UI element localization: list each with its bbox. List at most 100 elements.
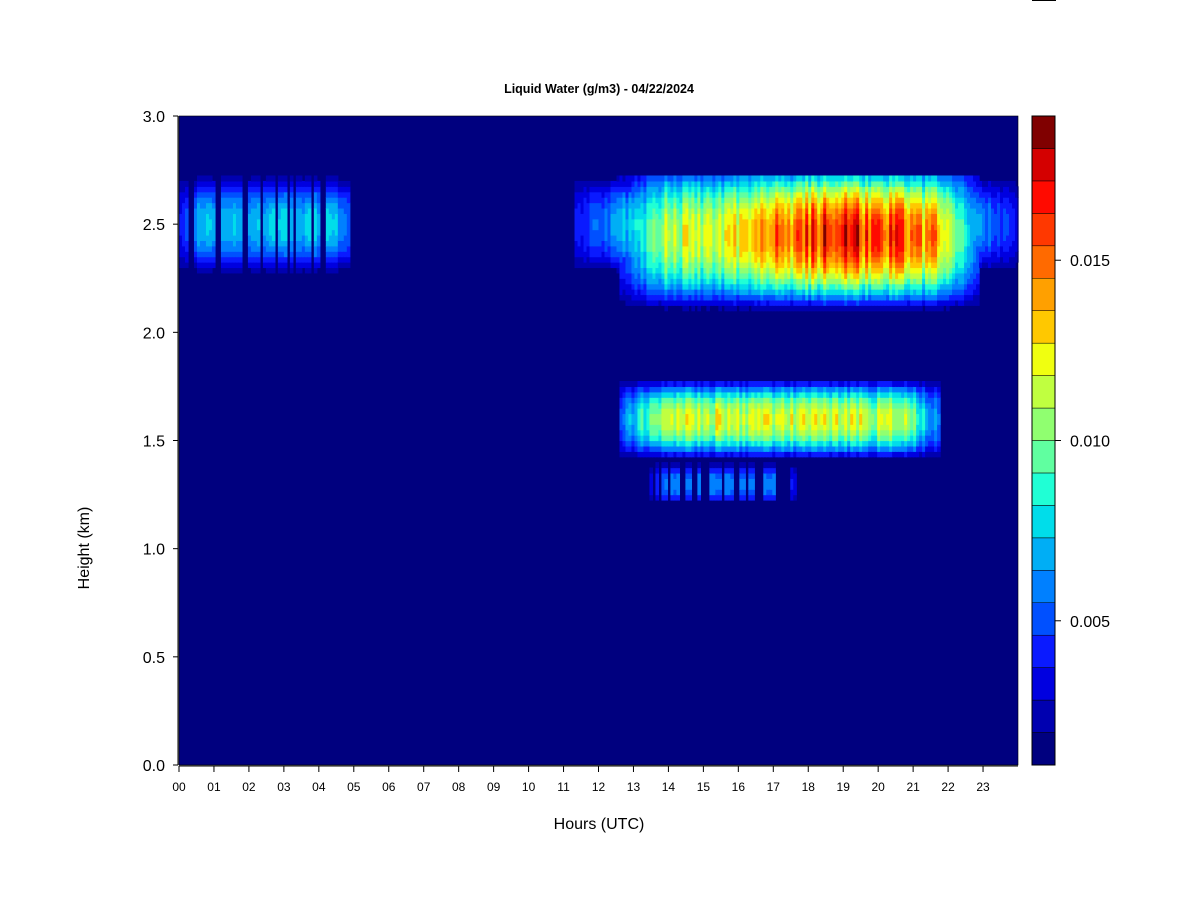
heatmap-cell [901,180,905,187]
heatmap-cell [667,381,672,388]
heatmap-cell [799,207,803,220]
heatmap-cell [889,445,893,452]
heatmap-cell [844,391,848,398]
heatmap-cell [208,267,213,274]
heatmap-cell [649,294,654,301]
heatmap-cell [940,283,944,290]
heatmap-cell [1015,186,1019,198]
heatmap-cell [817,245,821,258]
heatmap-cell [727,386,731,393]
heatmap-cell [706,381,710,388]
heatmap-cell [718,489,722,496]
heatmap-cell [664,408,669,431]
heatmap-cell [727,191,731,198]
colorbar-segment [1031,245,1056,279]
heatmap-cell [289,186,294,193]
heatmap-cell [664,213,669,258]
y-tick-label: 1.0 [143,542,165,559]
heatmap-cell [865,451,869,458]
heatmap-cell [619,262,624,279]
heatmap-cell [982,251,986,258]
heatmap-cell [886,197,890,204]
heatmap-cell [769,202,773,214]
heatmap-cell [745,202,749,209]
heatmap-cell [247,262,252,269]
heatmap-cell [829,397,833,404]
heatmap-cell [742,175,746,182]
heatmap-cell [718,494,722,501]
heatmap-cell [967,283,971,296]
heatmap-cell [694,283,698,290]
heatmap-cell [736,429,740,436]
heatmap-cell [889,224,893,247]
heatmap-cell [841,413,845,425]
heatmap-cell [913,202,917,214]
x-tick-label: 06 [382,780,396,794]
heatmap-cell [823,180,827,187]
heatmap-cell [643,278,648,285]
heatmap-cell [796,197,800,204]
heatmap-cell [919,440,923,447]
heatmap-cell [262,245,267,258]
heatmap-cell [247,256,252,263]
heatmap-cell [655,256,660,269]
heatmap-cell [811,381,815,388]
heatmap-cell [967,175,971,187]
heatmap-cell [211,207,216,241]
heatmap-cell [889,402,893,409]
heatmap-cell [874,197,878,204]
heatmap-cell [868,197,872,204]
heatmap-cell [643,175,648,187]
heatmap-cell [712,435,716,442]
heatmap-cell [913,381,917,388]
heatmap-cell [343,262,348,269]
heatmap-cell [235,262,240,269]
heatmap-cell [337,207,342,241]
heatmap-cell [910,262,914,269]
heatmap-cell [844,207,848,214]
colorbar-segment [1031,375,1056,409]
heatmap-cell [625,229,630,252]
heatmap-cell [223,180,228,187]
heatmap-cell [304,267,309,274]
heatmap-cell [928,391,932,398]
heatmap-cell [946,289,950,296]
heatmap-cell [940,191,944,198]
heatmap-cell [793,445,797,452]
heatmap-cell [868,272,872,279]
heatmap-cell [331,186,336,193]
heatmap-cell [898,435,902,442]
heatmap-cell [232,202,237,214]
heatmap-cell [238,267,243,274]
heatmap-cell [685,262,689,269]
heatmap-cell [736,381,740,388]
heatmap-cell [754,408,758,431]
heatmap-cell [847,386,851,393]
heatmap-cell [907,256,911,263]
heatmap-cell [814,381,818,388]
heatmap-cell [850,408,854,415]
heatmap-cell [922,272,926,279]
heatmap-cell [673,278,678,285]
heatmap-cell [634,381,639,388]
heatmap-cell [673,397,678,404]
heatmap-cell [646,283,651,290]
heatmap-cell [664,397,669,404]
heatmap-cell [937,424,941,442]
heatmap-cell [823,186,827,193]
heatmap-cell [781,278,785,285]
heatmap-cell [817,299,821,306]
heatmap-cell [985,256,989,263]
heatmap-cell [691,424,695,431]
heatmap-cell [667,289,672,296]
heatmap-cell [826,381,830,388]
heatmap-cell [718,424,722,431]
heatmap-cell [649,440,654,447]
heatmap-cell [337,191,342,198]
heatmap-cell [718,175,722,182]
heatmap-cell [820,408,824,415]
heatmap-cell [658,272,663,279]
heatmap-cell [865,435,869,442]
heatmap-cell [691,299,695,306]
heatmap-cell [736,180,740,187]
